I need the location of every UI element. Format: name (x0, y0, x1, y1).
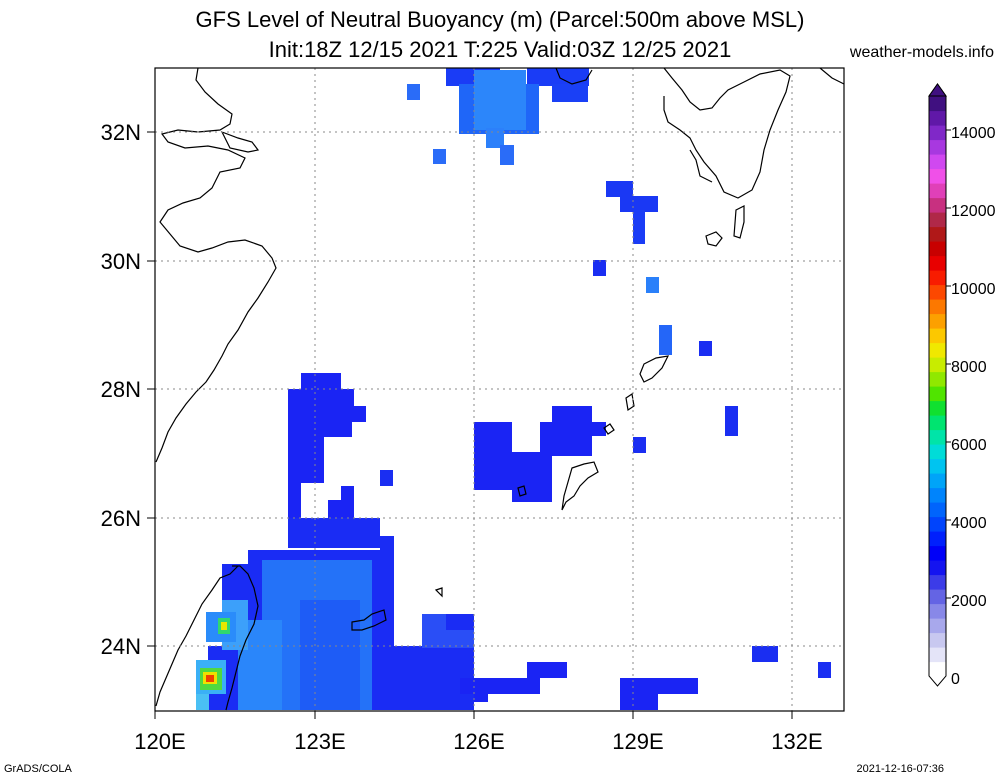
lat-label: 32N (101, 120, 141, 145)
colorbar-label: 10000 (951, 281, 996, 298)
colorbar-segment (929, 212, 946, 228)
lat-label: 24N (101, 634, 141, 659)
colorbar-labels: 0 2000 4000 6000 8000 10000 12000 14000 (951, 125, 996, 688)
lat-label: 30N (101, 249, 141, 274)
island-yaeyama (351, 609, 387, 631)
chart-title-line1: GFS Level of Neutral Buoyancy (m) (Parce… (195, 7, 805, 32)
lat-axis-labels: 32N 30N 28N 26N 24N (101, 120, 141, 659)
island-small-1 (603, 423, 615, 435)
colorbar-label: 6000 (951, 437, 987, 454)
colorbar-segment (929, 110, 946, 126)
footer-software: GrADS/COLA (4, 763, 72, 775)
lon-axis-labels: 120E 123E 126E 129E 132E (134, 729, 822, 754)
lon-label: 120E (134, 729, 185, 754)
colorbar-segment (929, 415, 946, 431)
colorbar-segment (929, 125, 946, 141)
coastline-korea-kyushu (555, 68, 844, 199)
island-small-4 (517, 485, 527, 497)
colorbar-segment (929, 183, 946, 199)
colorbar-segment (929, 313, 946, 329)
colorbar-segment (929, 255, 946, 271)
colorbar-segment (929, 96, 946, 112)
colorbar-segment (929, 357, 946, 373)
colorbar-segment (929, 647, 946, 663)
colorbar-segment (929, 197, 946, 213)
island-amami (639, 355, 670, 383)
field-west-block (196, 373, 474, 710)
colorbar-segment (929, 386, 946, 402)
colorbar-segment (929, 154, 946, 170)
colorbar-segment (929, 342, 946, 358)
lon-label: 129E (612, 729, 663, 754)
colorbar-segment (929, 226, 946, 242)
colorbar-segment (929, 444, 946, 460)
island-small-3 (434, 587, 443, 598)
colorbar-segment (929, 661, 946, 677)
colorbar-segment (929, 473, 946, 489)
island-tanegashima (733, 205, 745, 239)
lat-label: 26N (101, 506, 141, 531)
colorbar-segment (929, 400, 946, 416)
colorbar-label: 4000 (951, 515, 987, 532)
colorbar-segment (929, 516, 946, 532)
colorbar-max-arrow (928, 83, 947, 97)
coastline-taiwan (155, 565, 259, 711)
lon-label: 126E (453, 729, 504, 754)
chart-title-line2: Init:18Z 12/15 2021 T:225 Valid:03Z 12/2… (268, 37, 732, 62)
colorbar-segment (929, 241, 946, 257)
lon-label: 132E (771, 729, 822, 754)
colorbar-segment (929, 487, 946, 503)
neutral-buoyancy-field (196, 68, 831, 710)
colorbar-segment (929, 560, 946, 576)
field-north-cluster (407, 68, 589, 165)
island-yakushima (705, 231, 723, 247)
footer-timestamp: 2021-12-16-07:36 (856, 763, 944, 775)
colorbar-segment (929, 284, 946, 300)
colorbar-segment (929, 632, 946, 648)
coastline-yangtze (220, 130, 260, 153)
colorbar-label: 8000 (951, 359, 987, 376)
colorbar-segment (929, 429, 946, 445)
lat-label: 28N (101, 377, 141, 402)
coastlines (155, 68, 844, 711)
colorbar-segment (929, 458, 946, 474)
colorbar-segment (929, 589, 946, 605)
field-middle-blocks (380, 406, 606, 502)
colorbar-segment (929, 603, 946, 619)
colorbar-segment (929, 531, 946, 547)
colorbar (928, 83, 951, 687)
colorbar-segment (929, 618, 946, 634)
colorbar-segment (929, 545, 946, 561)
colorbar-segment (929, 270, 946, 286)
colorbar-label: 2000 (951, 593, 987, 610)
gridlines (155, 68, 844, 711)
colorbar-segment (929, 574, 946, 590)
colorbar-segment (929, 502, 946, 518)
colorbar-label: 0 (951, 671, 960, 688)
island-okinawa (561, 461, 599, 511)
field-east-cells (593, 181, 738, 453)
island-small-2 (625, 392, 635, 412)
coastline-china (155, 68, 277, 463)
colorbar-segment (929, 299, 946, 315)
colorbar-segment (929, 328, 946, 344)
colorbar-label: 14000 (951, 125, 996, 142)
colorbar-label: 12000 (951, 203, 996, 220)
lon-label: 123E (294, 729, 345, 754)
colorbar-segment (929, 168, 946, 184)
field-south-strip (460, 646, 831, 710)
axis-ticks (147, 131, 793, 719)
site-credit: weather-models.info (849, 44, 994, 61)
colorbar-segment (929, 139, 946, 155)
colorbar-segment (929, 371, 946, 387)
